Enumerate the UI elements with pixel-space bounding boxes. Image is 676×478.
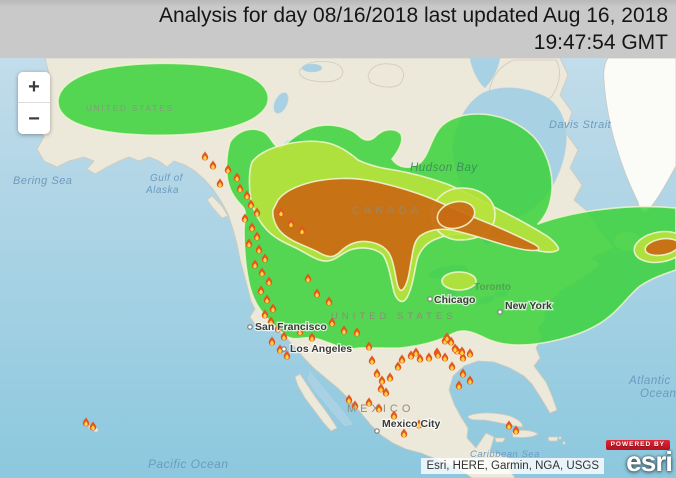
smoke-heavy-atlantic (644, 237, 676, 257)
lake-great-slave (273, 92, 289, 114)
map-label: Alaska (145, 185, 179, 196)
map-label: UNITED STATES (86, 104, 174, 113)
map-label: New York (505, 300, 552, 312)
island-arctic-1 (298, 60, 344, 83)
analysis-title-line1: Analysis for day 08/16/2018 last updated… (158, 4, 668, 27)
map-label: CANADA (352, 205, 422, 217)
analysis-header: Analysis for day 08/16/2018 last updated… (0, 0, 676, 58)
zoom-in-button[interactable]: + (18, 72, 50, 103)
map-label: Caribbean Sea (470, 449, 540, 460)
map-label: Bering Sea (13, 175, 72, 187)
gulf-of-california (307, 371, 353, 427)
map-label: San Francisco (255, 321, 327, 333)
map-canvas[interactable]: UNITED STATES Bering Sea Gulf of Alaska Davi… (0, 58, 676, 478)
island-puerto-rico (547, 436, 559, 442)
map-label: MEXICO (347, 403, 414, 415)
arctic-channel (469, 58, 501, 89)
island-arctic-2 (367, 63, 404, 88)
city-dot (497, 309, 503, 315)
map-label: Toronto (474, 282, 511, 293)
lake-great-bear (301, 63, 323, 73)
island-jamaica (494, 437, 506, 443)
esri-logo: POWERED BY esri (605, 434, 673, 477)
city-dot (374, 428, 380, 434)
smoke-heavy-hudson (436, 200, 476, 230)
map-label: Gulf of (150, 173, 184, 184)
greenland (603, 58, 676, 213)
smoke-medium-ontario (441, 271, 477, 291)
island-antilles (562, 441, 566, 445)
smoke-heavy-layer (272, 177, 676, 292)
map-label: Pacific Ocean (148, 457, 229, 471)
zoom-control: + − (18, 72, 50, 134)
zoom-out-button[interactable]: − (18, 103, 50, 134)
map-attribution: Esri, HERE, Garmin, NGA, USGS (421, 458, 604, 474)
map-label: Chicago (434, 294, 475, 306)
island-vancouver (206, 195, 229, 219)
map-label: Ocean (640, 388, 676, 400)
city-dot (427, 296, 433, 302)
analysis-title-line2: 19:47:54 GMT (533, 31, 668, 54)
island-baja (294, 373, 338, 432)
powered-by-badge: POWERED BY (605, 440, 670, 450)
smoke-heavy-core (272, 177, 540, 292)
map-label: Atlantic (628, 375, 671, 387)
map-label: Los Angeles (290, 343, 352, 355)
esri-brand-text: esri (626, 446, 673, 477)
smoke-light-alaska (57, 62, 269, 137)
island-antilles (558, 436, 562, 440)
map-label: Hudson Bay (410, 162, 478, 174)
city-dot (247, 324, 253, 330)
map-label: Davis Strait (549, 119, 612, 131)
map-label: UNITED STATES (331, 311, 457, 322)
map-label: Mexico City (382, 418, 441, 430)
city-dot (281, 346, 287, 352)
